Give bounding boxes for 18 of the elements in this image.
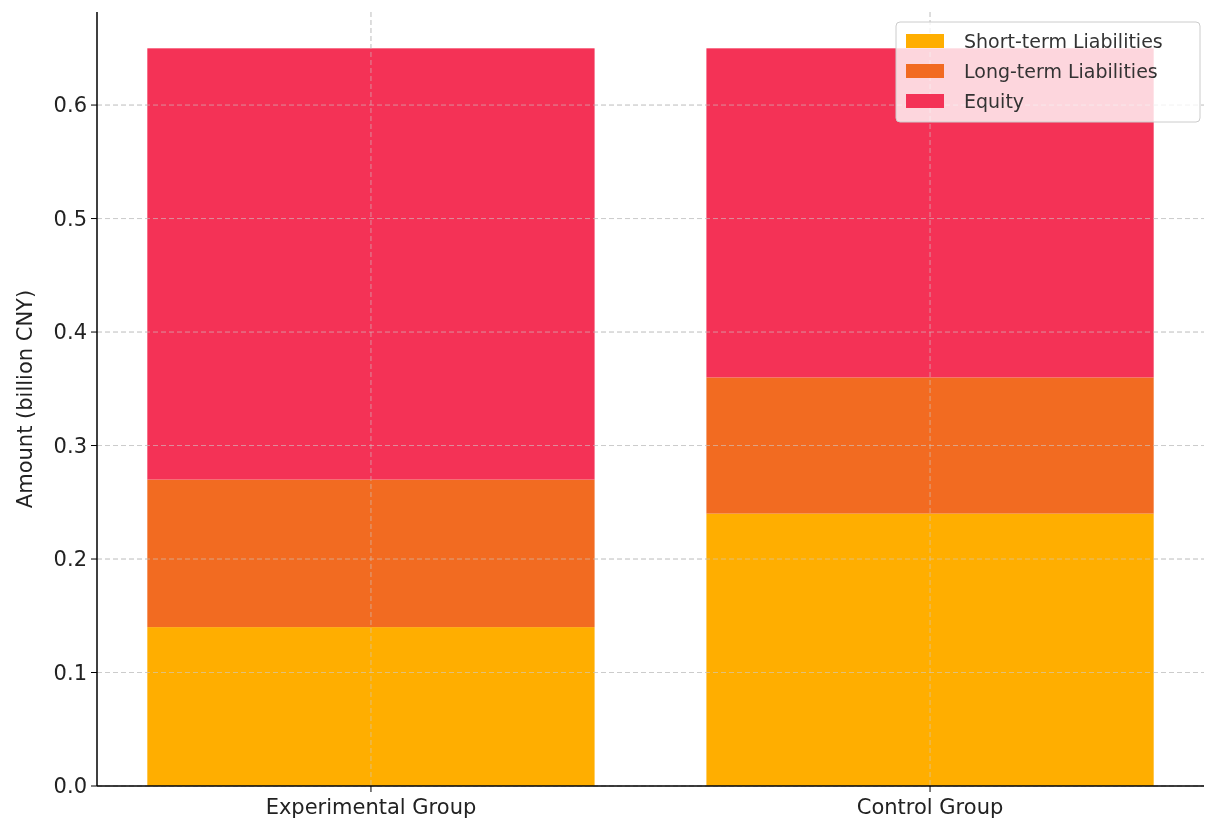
y-tick-label: 0.4 [53,320,87,345]
x-tick-label: Control Group [856,795,1004,819]
legend-label: Short-term Liabilities [964,30,1163,52]
legend-label: Equity [964,90,1025,112]
bar [147,479,595,628]
y-tick-label: 0.1 [53,660,87,685]
bar [147,627,595,786]
y-tick-label: 0.5 [53,206,87,231]
y-tick-label: 0.3 [53,433,87,458]
legend-label: Long-term Liabilities [964,60,1158,82]
y-tick-label: 0.6 [53,93,87,118]
y-tick-label: 0.0 [53,774,87,799]
y-tick-label: 0.2 [53,547,87,572]
y-axis-title: Amount (billion CNY) [13,289,37,509]
bar [706,513,1154,786]
bar [147,48,595,480]
x-tick-label: Experimental Group [265,795,477,819]
bar [706,377,1154,514]
